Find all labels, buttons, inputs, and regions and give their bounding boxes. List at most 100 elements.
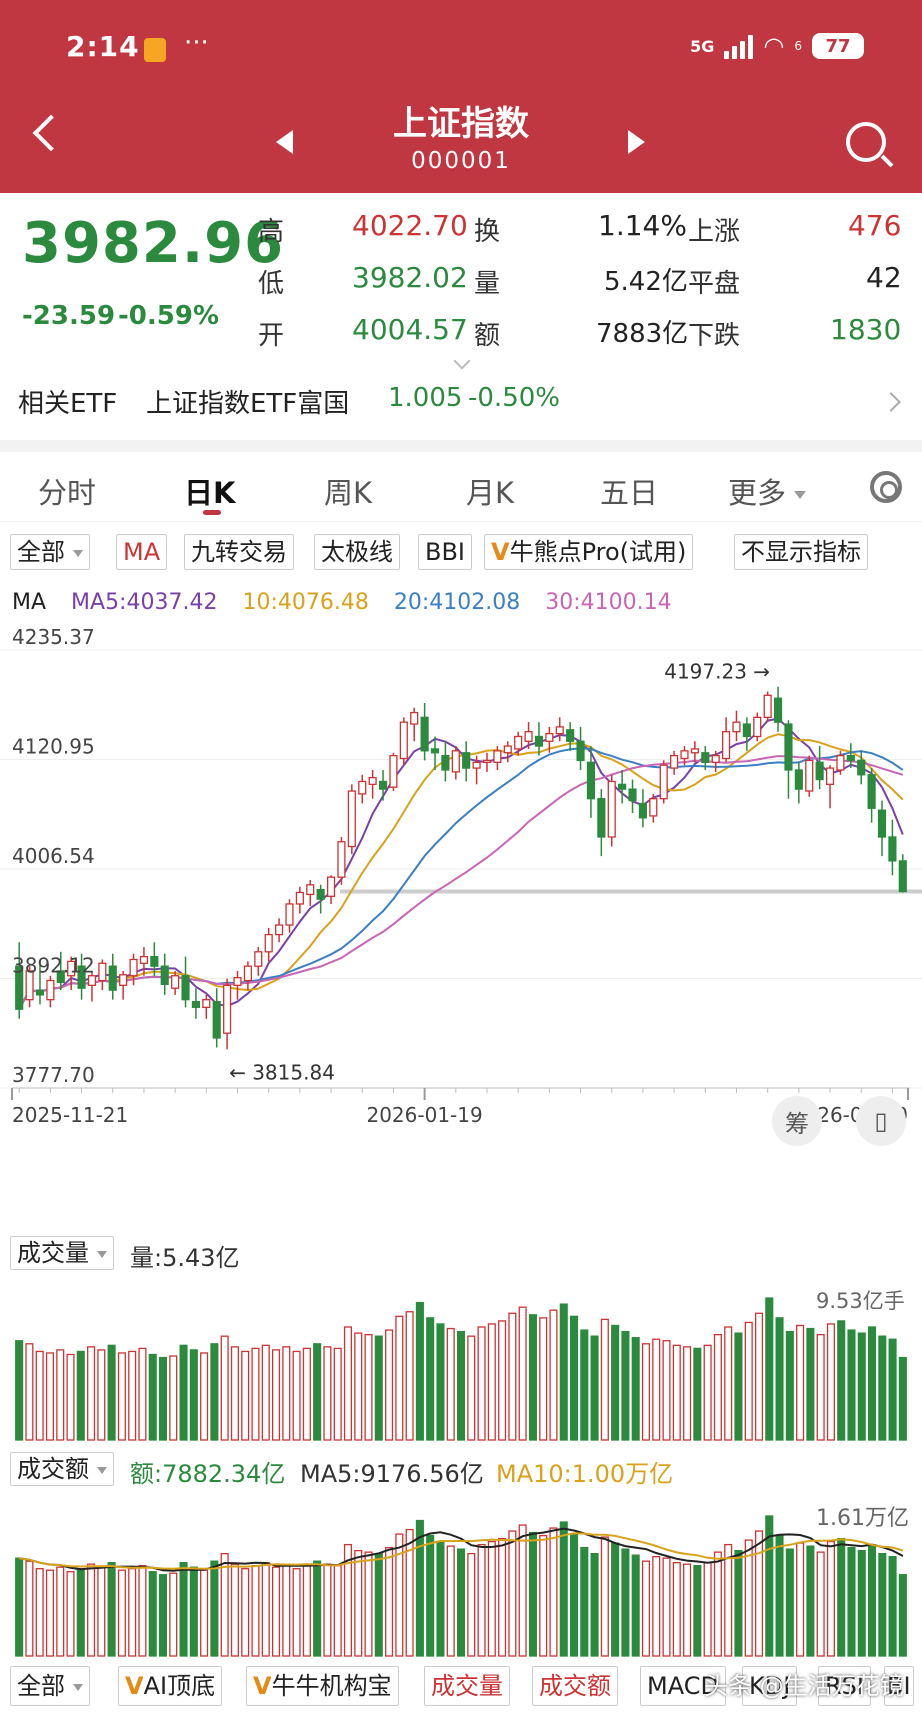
amount-ma5-label: MA5:9176.56亿	[300, 1460, 484, 1488]
candle-up	[732, 721, 741, 733]
volume-bar-up	[343, 1326, 353, 1441]
amount-bar-up	[754, 1530, 764, 1657]
amount-bar-up	[230, 1563, 239, 1657]
bottom-all-select[interactable]: 全部	[10, 1666, 90, 1706]
related-etf-row[interactable]: 相关ETF 上证指数ETF富国 1.005 -0.50%	[0, 373, 922, 425]
ma10-value: 10:4076.48	[242, 590, 369, 615]
amount-bar-up	[703, 1562, 712, 1657]
candle-up	[233, 977, 242, 986]
candle-down	[638, 802, 647, 819]
chip-volume[interactable]: 成交量	[424, 1666, 510, 1706]
candle-up	[347, 790, 356, 848]
amount-bar-up	[138, 1565, 147, 1657]
volume-bar-up	[302, 1347, 311, 1441]
amount-bar-up	[97, 1566, 106, 1657]
volume-bar-down	[878, 1335, 887, 1441]
tab-intraday[interactable]: 分时	[38, 476, 97, 510]
volume-bar-up	[241, 1350, 250, 1441]
volume-max-label: 9.53亿手	[816, 1289, 905, 1313]
volume-chart	[15, 1297, 907, 1441]
volume-select[interactable]: 成交量	[10, 1236, 114, 1270]
chip-ai-top-bottom[interactable]: VAI顶底	[118, 1666, 223, 1706]
rotate-screen-icon[interactable]: ▯	[856, 1096, 906, 1146]
amount-bar-up	[343, 1543, 353, 1657]
volume-bar-up	[508, 1312, 517, 1441]
candle-up	[254, 951, 263, 967]
prev-stock-icon[interactable]	[276, 130, 293, 154]
amount-ma10-line	[18, 1532, 904, 1570]
volume-bar-up	[641, 1343, 651, 1441]
candle-down	[420, 716, 429, 752]
caret-down-icon	[794, 491, 807, 499]
volume-bar-up	[66, 1353, 75, 1441]
volume-bar-down	[580, 1329, 589, 1441]
chip-rsi[interactable]: RSI	[818, 1666, 871, 1706]
chip-niuxiong[interactable]: V牛熊点Pro(试用)	[484, 534, 694, 570]
volume-bar-up	[292, 1350, 301, 1441]
chip-taiji[interactable]: 太极线	[314, 534, 400, 570]
candlestick-chart[interactable]: 4235.37 4120.95 4006.54 3892.12 3777.70 2025-…	[0, 626, 922, 1206]
amount-bar-down	[456, 1548, 466, 1657]
expand-chevron-icon[interactable]	[453, 352, 471, 370]
amount-bar-up	[200, 1569, 209, 1657]
tab-daily-k[interactable]: 日K	[184, 476, 236, 510]
chip-nine-turn[interactable]: 九转交易	[184, 534, 294, 570]
volume-bar-up	[35, 1350, 44, 1441]
amount-chart	[15, 1515, 907, 1657]
volume-bar-up	[56, 1349, 65, 1441]
candle-up	[171, 975, 180, 989]
amount-bar-up	[744, 1539, 753, 1657]
amount-ma10-label: MA10:1.00万亿	[496, 1460, 674, 1488]
ma30-value: 30:4100.14	[545, 590, 672, 615]
chip-distribution-button[interactable]: 筹	[772, 1096, 822, 1146]
chip-bbi-bottom[interactable]: BI	[884, 1666, 914, 1706]
volume-bar-up	[138, 1347, 147, 1441]
amount-bar-down	[693, 1565, 702, 1657]
chip-niuniu[interactable]: V牛牛机构宝	[246, 1666, 399, 1706]
volume-value: 5.42亿	[604, 267, 688, 297]
y-tick-label: 3892.12	[12, 953, 95, 977]
volume-bar-down	[806, 1327, 815, 1441]
candle-up	[659, 764, 668, 800]
amount-bar-down	[590, 1552, 599, 1657]
quote-panel: 3982.96 -23.59 -0.59% 高 4022.70 低 3982.0…	[0, 193, 922, 443]
candle-down	[576, 740, 585, 762]
tab-monthly-k[interactable]: 月K	[466, 476, 515, 510]
tab-weekly-k[interactable]: 周K	[324, 476, 373, 510]
chip-macd[interactable]: MACD	[640, 1666, 726, 1706]
volume-bar-down	[456, 1330, 466, 1441]
volume-bar-up	[498, 1320, 507, 1441]
next-stock-icon[interactable]	[628, 130, 645, 154]
amount-bar-up	[600, 1536, 609, 1657]
ma10-line	[18, 733, 904, 1010]
tab-more[interactable]: 更多	[728, 470, 807, 512]
gear-icon[interactable]	[870, 471, 902, 503]
chip-bbi[interactable]: BBI	[418, 534, 473, 570]
chip-kdj[interactable]: KDJ	[742, 1666, 798, 1706]
period-tabs: 分时 日K 周K 月K 五日 更多	[0, 452, 922, 522]
candle-up	[264, 933, 273, 953]
chip-hide-indicator[interactable]: 不显示指标	[734, 534, 868, 570]
chip-amount[interactable]: 成交额	[532, 1666, 618, 1706]
candle-down	[586, 761, 596, 800]
volume-bar-up	[97, 1349, 106, 1441]
rise-label: 上涨	[688, 217, 741, 247]
app-header: 2:14 ··· 5G ◠ 6 77 上证指数 000001	[0, 0, 922, 193]
candle-up	[399, 721, 408, 760]
candle-down	[877, 809, 887, 838]
search-icon[interactable]	[846, 122, 886, 162]
candle-up	[722, 731, 731, 760]
tab-five-day[interactable]: 五日	[600, 476, 659, 510]
amount-select[interactable]: 成交额	[10, 1452, 114, 1486]
candle-down	[191, 1000, 200, 1008]
volume-bar-down	[734, 1332, 743, 1441]
caret-down-icon	[97, 1250, 107, 1258]
volume-label: 量:5.43亿	[130, 1244, 240, 1272]
etf-price: 1.005	[388, 383, 463, 413]
amount-bar-up	[652, 1555, 661, 1657]
volume-bar-up	[816, 1333, 825, 1441]
indicator-all-select[interactable]: 全部	[10, 534, 90, 570]
candle-up	[690, 748, 699, 754]
chip-ma[interactable]: MA	[116, 534, 168, 570]
volume-bar-up	[87, 1346, 96, 1441]
